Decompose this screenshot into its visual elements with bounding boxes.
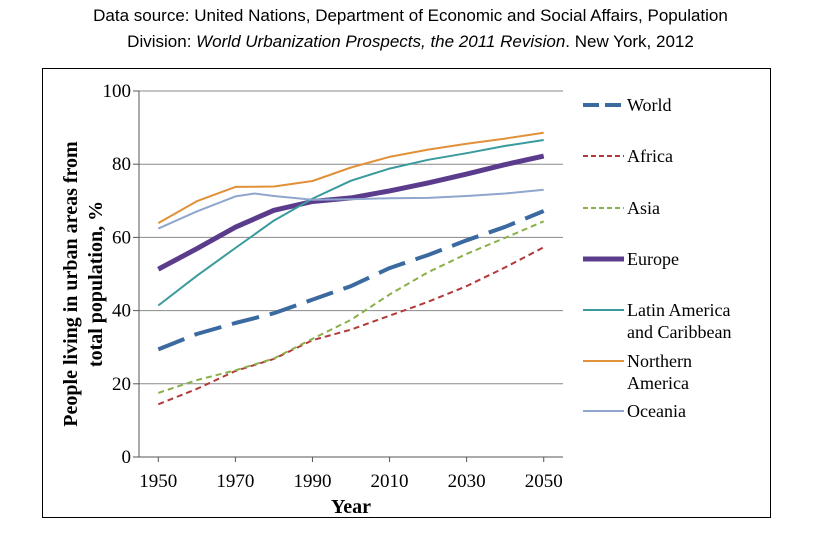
x-tick-label: 1990 — [293, 471, 331, 492]
x-axis-title: Year — [331, 496, 371, 518]
y-axis-title-line: total population, % — [85, 201, 107, 367]
series-line-asia — [157, 220, 545, 394]
y-axis-title-line: People living in urban areas from — [60, 141, 82, 427]
series-lines — [157, 131, 545, 406]
legend-label: and Caribbean — [627, 322, 731, 342]
y-tick-label: 40 — [112, 301, 131, 322]
legend-label: World — [627, 95, 672, 115]
legend-label: Africa — [627, 146, 673, 166]
y-axis-title: People living in urban areas from total p… — [60, 141, 107, 427]
x-tick-label: 2050 — [525, 471, 563, 492]
legend-label: America — [627, 373, 689, 393]
y-tick-label: 20 — [112, 374, 131, 395]
x-tick-label: 2030 — [448, 471, 486, 492]
series-line-latin-america-and-caribbean — [157, 139, 544, 307]
legend-label: Latin America — [627, 300, 730, 320]
legend-label: Asia — [627, 198, 660, 218]
x-tick-label: 2010 — [371, 471, 409, 492]
chart-frame — [42, 68, 771, 518]
series-line-oceania — [157, 188, 544, 230]
series-line-northern-america — [157, 131, 544, 224]
caption-line-1: Data source: United Nations, Department … — [93, 6, 728, 25]
y-tick-label: 100 — [103, 81, 132, 102]
y-tick-label: 80 — [112, 154, 131, 175]
tick-labels: 0 20 40 60 80 100 1950 1970 1990 2010 2030 2050 — [103, 81, 563, 492]
caption-division-label: Division: — [127, 32, 197, 51]
series-line-world — [157, 209, 545, 352]
legend-label: Europe — [627, 249, 679, 269]
y-tick-label: 60 — [112, 227, 131, 248]
legend-label: Northern — [627, 351, 692, 371]
axes — [133, 90, 563, 462]
gridlines — [139, 90, 563, 385]
y-tick-label: 0 — [122, 447, 132, 468]
legend-label: Oceania — [627, 401, 686, 421]
x-tick-label: 1950 — [139, 471, 177, 492]
series-line-africa — [157, 246, 545, 406]
caption-line-2: Division: World Urbanization Prospects, … — [0, 32, 821, 52]
x-tick-label: 1970 — [216, 471, 254, 492]
caption-publication-title: World Urbanization Prospects, the 2011 R… — [196, 32, 566, 51]
caption-publisher: . New York, 2012 — [565, 32, 694, 51]
series-line-europe — [157, 153, 545, 272]
